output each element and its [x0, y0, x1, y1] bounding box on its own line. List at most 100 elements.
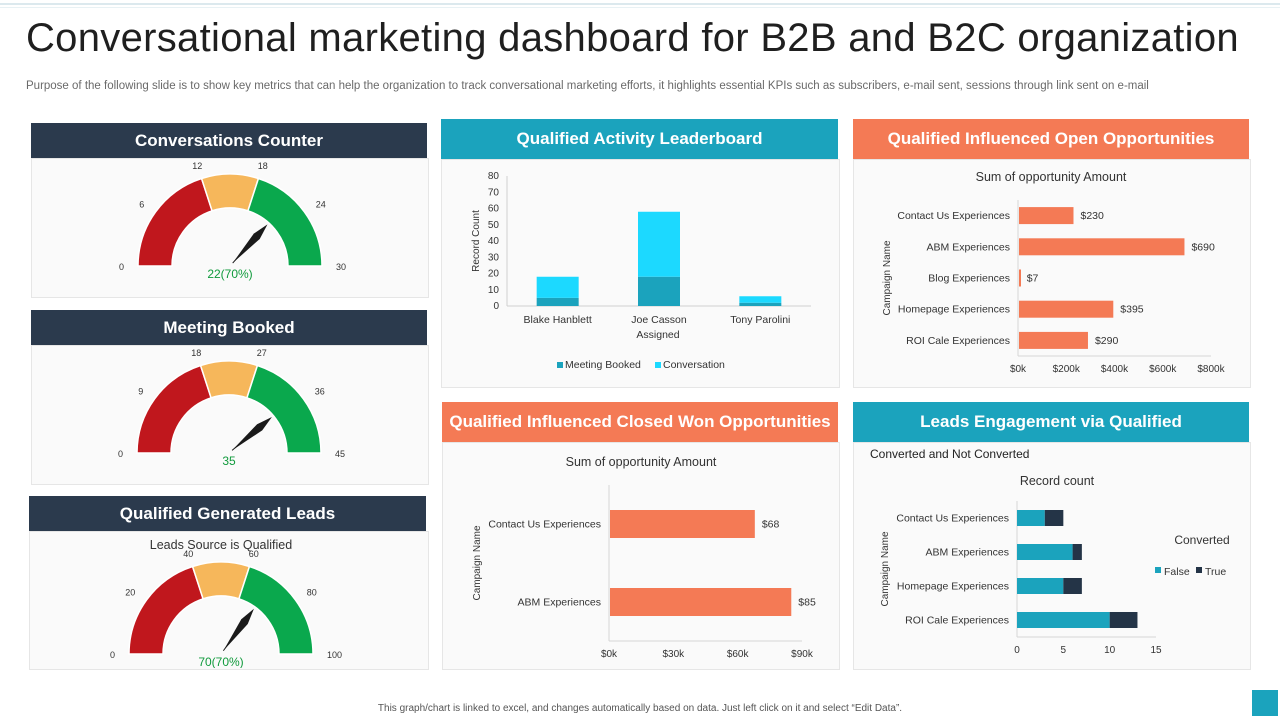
page-subtitle: Purpose of the following slide is to sho…	[26, 80, 1149, 92]
page-title: Conversational marketing dashboard for B…	[26, 16, 1239, 60]
legend-label-meeting: Meeting Booked	[565, 359, 641, 371]
gauge-tick-label: 100	[327, 650, 342, 660]
legend-title: Converted	[1174, 533, 1229, 547]
bar-meeting-booked	[638, 276, 680, 306]
y-tick-label: 10	[488, 285, 500, 296]
gauge-tick-label: 24	[316, 200, 326, 210]
closed-won-chart[interactable]: Sum of opportunity Amount $0k $30k $60k $90k…	[442, 442, 838, 668]
category-label: Homepage Experiences	[898, 304, 1010, 316]
bar-false	[1017, 544, 1073, 560]
chart-title: Sum of opportunity Amount	[566, 455, 717, 469]
leaderboard-chart[interactable]: 0 10 20 30 40 50 60 70 80 Record Count Blake Hanbl…	[441, 159, 838, 386]
engagement-subtitle: Converted and Not Converted	[870, 447, 1029, 461]
data-label: $395	[1120, 304, 1144, 316]
gauge-tick-label: 0	[110, 650, 115, 660]
chart-title: Record count	[1020, 474, 1095, 488]
open-opps-header: Qualified Influenced Open Opportunities	[853, 119, 1249, 159]
x-tick-label: 5	[1061, 645, 1067, 656]
bar-true	[1072, 544, 1082, 560]
bar	[610, 510, 755, 538]
gauge-tick-label: 27	[257, 348, 267, 358]
category-label: Contact Us Experiences	[897, 210, 1010, 222]
y-tick-label: 80	[488, 171, 500, 182]
top-accent-line-thin	[0, 7, 1280, 8]
gauge-tick-label: 20	[125, 588, 135, 598]
meetings-header: Meeting Booked	[31, 310, 427, 345]
gauge-tick-label: 30	[336, 262, 346, 272]
y-tick-label: 60	[488, 204, 500, 215]
category-label: Contact Us Experiences	[488, 519, 601, 531]
bar-conversation	[536, 276, 579, 298]
engagement-header: Leads Engagement via Qualified	[853, 402, 1249, 442]
legend-label-true: True	[1205, 566, 1226, 578]
corner-accent	[1252, 690, 1278, 716]
y-tick-label: 50	[488, 220, 500, 231]
gauge-value-label: 35	[222, 454, 236, 468]
legend-swatch-meeting	[557, 362, 563, 368]
gauge-high-segment	[245, 364, 322, 454]
conversations-gauge[interactable]: 0 6 12 18 24 30 22(70%)	[31, 158, 427, 296]
y-axis-title: Campaign Name	[882, 240, 893, 315]
leads-gauge[interactable]: Leads Source is Qualified 0 20 40 60 80 100 70(…	[29, 531, 427, 668]
legend-swatch-false	[1155, 567, 1161, 573]
category-label: ABM Experiences	[926, 547, 1009, 559]
y-tick-label: 0	[493, 301, 499, 312]
bar	[1019, 331, 1088, 349]
gauge-tick-label: 18	[258, 161, 268, 171]
gauge-tick-label: 18	[191, 348, 201, 358]
gauge-low-segment	[136, 364, 213, 454]
category-label: Homepage Experiences	[897, 581, 1009, 593]
legend-label-conversation: Conversation	[663, 359, 725, 371]
bar	[1019, 300, 1114, 318]
x-tick-label: 0	[1014, 645, 1020, 656]
data-label: $85	[798, 597, 816, 609]
open-opps-panel	[853, 159, 1251, 388]
gauge-tick-label: 0	[118, 449, 123, 459]
x-tick-label: $800k	[1197, 364, 1225, 375]
x-tick-label: $400k	[1101, 364, 1129, 375]
x-tick-label: $600k	[1149, 364, 1177, 375]
bar	[1019, 207, 1074, 225]
data-label: $690	[1191, 241, 1215, 253]
gauge-needle-stem	[222, 621, 245, 652]
category-label: Contact Us Experiences	[896, 513, 1009, 525]
category-label: ABM Experiences	[927, 241, 1010, 253]
footer-note: This graph/chart is linked to excel, and…	[377, 703, 903, 714]
open-opps-chart[interactable]: Sum of opportunity Amount $0k $200k $400k $6…	[853, 159, 1249, 386]
gauge-tick-label: 40	[183, 549, 193, 559]
gauge-tick-label: 45	[335, 449, 345, 459]
gauge-low-segment	[137, 177, 214, 267]
gauge-tick-label: 60	[249, 549, 259, 559]
conversations-header: Conversations Counter	[31, 123, 427, 158]
y-axis-title: Campaign Name	[472, 525, 483, 600]
bar	[610, 588, 792, 616]
gauge-needle-stem	[231, 426, 260, 451]
x-tick-label: Blake Hanblett	[524, 314, 592, 326]
leads-header: Qualified Generated Leads	[29, 496, 426, 531]
gauge-value-label: 70(70%)	[198, 655, 243, 668]
gauge-subtitle: Leads Source is Qualified	[150, 538, 292, 552]
gauge-tick-label: 9	[138, 387, 143, 397]
x-tick-label: 10	[1104, 645, 1116, 656]
data-label: $290	[1095, 335, 1119, 347]
bar-true	[1044, 510, 1064, 526]
x-axis-title: Assigned	[636, 329, 679, 341]
x-tick-label: 15	[1150, 645, 1162, 656]
category-label: ROI Cale Experiences	[906, 335, 1010, 347]
gauge-high-segment	[237, 565, 314, 655]
engagement-chart[interactable]: Record count 0 5 10 15 Campaign Name Contact U…	[853, 442, 1249, 668]
bar-conversation	[638, 211, 680, 277]
meetings-gauge[interactable]: 0 9 18 27 36 45 35	[31, 345, 427, 483]
x-tick-label: Joe Casson	[631, 314, 687, 326]
legend-label-false: False	[1164, 566, 1190, 578]
gauge-tick-label: 6	[139, 200, 144, 210]
category-label: ROI Cale Experiences	[905, 615, 1009, 627]
closed-won-header: Qualified Influenced Closed Won Opportun…	[442, 402, 838, 442]
gauge-needle-stem	[232, 235, 258, 264]
x-tick-label: $200k	[1053, 364, 1081, 375]
y-tick-label: 20	[488, 269, 500, 280]
x-tick-label: Tony Parolini	[730, 314, 790, 326]
bar-meeting-booked	[536, 297, 579, 306]
chart-title: Sum of opportunity Amount	[976, 170, 1127, 184]
legend-swatch-true	[1196, 567, 1202, 573]
